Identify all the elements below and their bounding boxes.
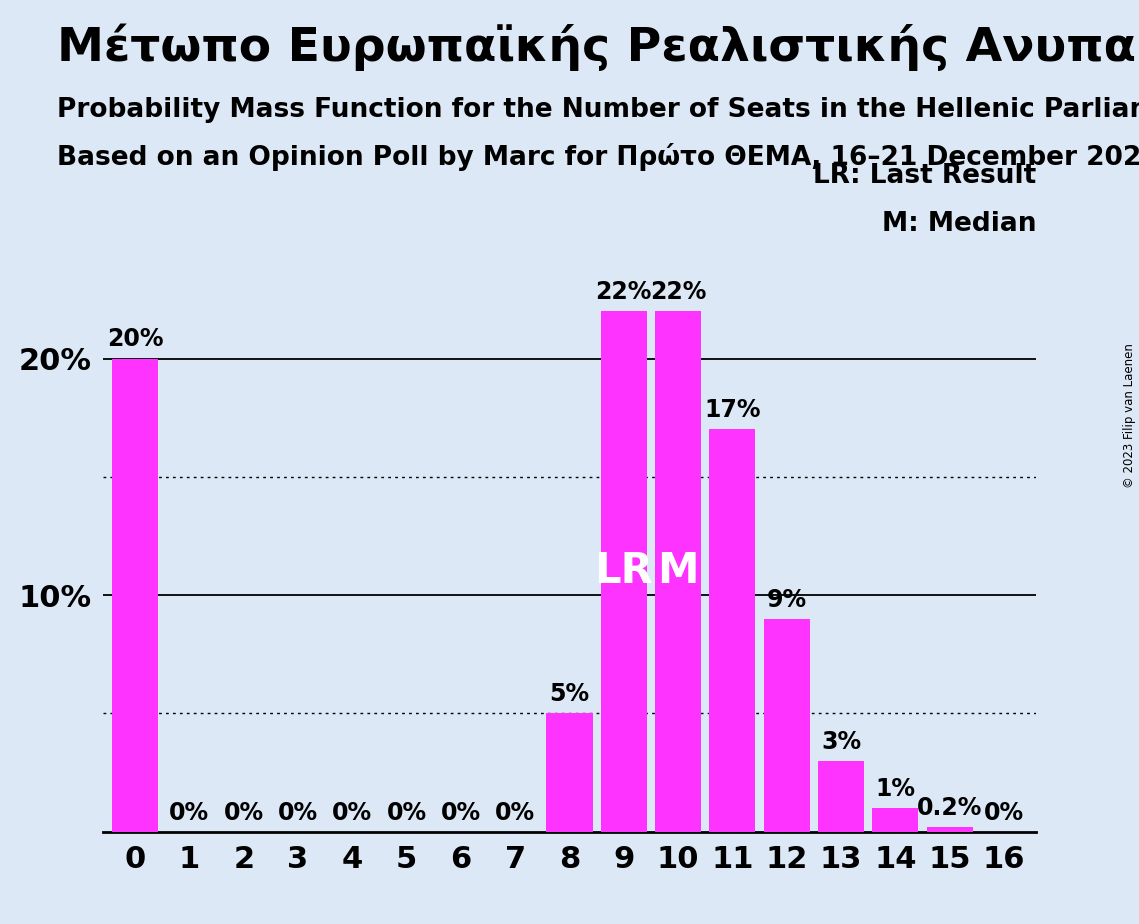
- Text: 0%: 0%: [386, 800, 427, 824]
- Text: 0%: 0%: [495, 800, 535, 824]
- Bar: [818, 760, 865, 832]
- Text: Probability Mass Function for the Number of Seats in the Hellenic Parliament: Probability Mass Function for the Number…: [57, 97, 1139, 123]
- Bar: [872, 808, 918, 832]
- Text: M: Median: M: Median: [882, 211, 1036, 237]
- Text: 9%: 9%: [767, 588, 806, 612]
- Bar: [112, 359, 158, 832]
- Text: 5%: 5%: [549, 682, 590, 706]
- Text: 0.2%: 0.2%: [917, 796, 982, 820]
- Text: Μέτωπο Ευρωπαϊκής Ρεαλιστικής Ανυπακοής: Μέτωπο Ευρωπαϊκής Ρεαλιστικής Ανυπακοής: [57, 23, 1139, 70]
- Text: LR: Last Result: LR: Last Result: [813, 164, 1036, 189]
- Bar: [600, 311, 647, 832]
- Text: 0%: 0%: [278, 800, 318, 824]
- Bar: [926, 827, 973, 832]
- Bar: [763, 619, 810, 832]
- Text: 17%: 17%: [704, 398, 761, 422]
- Text: 20%: 20%: [107, 327, 163, 351]
- Text: 0%: 0%: [984, 800, 1024, 824]
- Text: M: M: [657, 551, 699, 592]
- Text: Based on an Opinion Poll by Marc for Πρώτο ΘΕΜΑ, 16–21 December 2022: Based on an Opinion Poll by Marc for Πρώ…: [57, 143, 1139, 171]
- Text: LR: LR: [595, 551, 653, 592]
- Bar: [547, 713, 592, 832]
- Text: 1%: 1%: [875, 777, 916, 801]
- Text: 0%: 0%: [333, 800, 372, 824]
- Bar: [710, 430, 755, 832]
- Text: © 2023 Filip van Laenen: © 2023 Filip van Laenen: [1123, 344, 1137, 488]
- Text: 0%: 0%: [441, 800, 481, 824]
- Bar: [655, 311, 702, 832]
- Text: 0%: 0%: [170, 800, 210, 824]
- Text: 22%: 22%: [650, 280, 706, 304]
- Text: 22%: 22%: [596, 280, 652, 304]
- Text: 3%: 3%: [821, 730, 861, 754]
- Text: 0%: 0%: [223, 800, 264, 824]
